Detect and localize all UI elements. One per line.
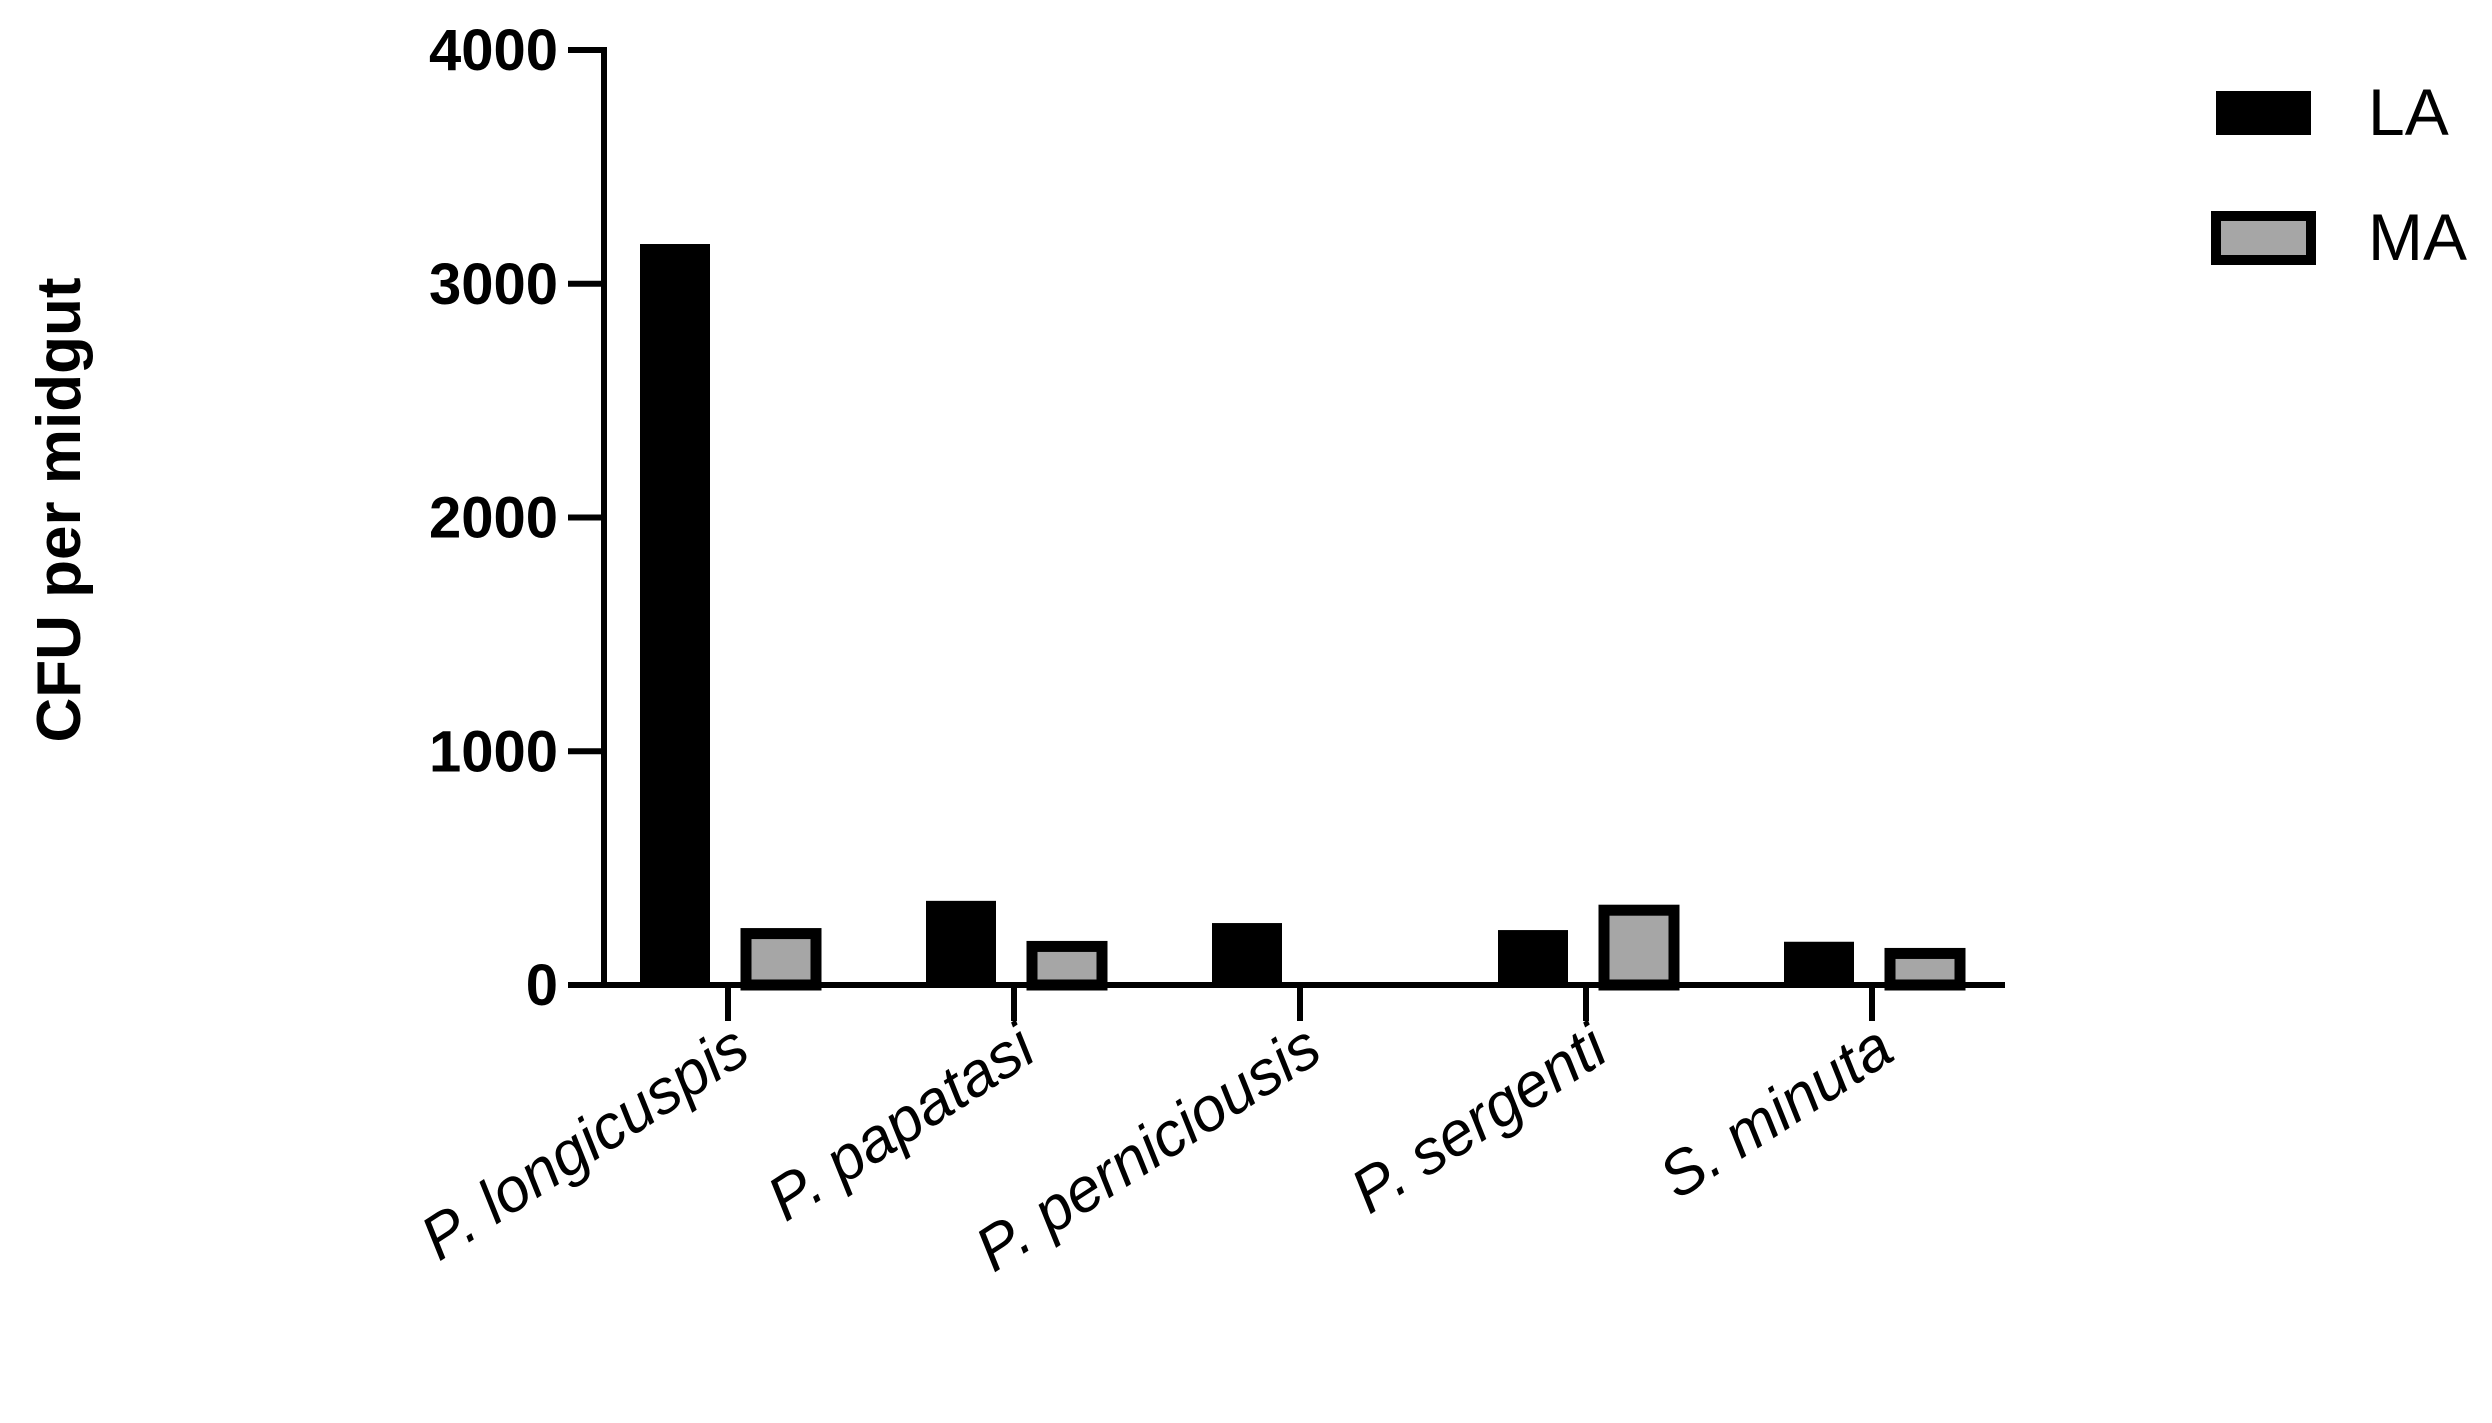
bars-group: [640, 244, 1966, 991]
y-axis-label: CFU per midgut: [25, 278, 94, 743]
legend-swatch-la: [2216, 91, 2311, 135]
bar-la-1: [926, 900, 996, 985]
x-category-label-4: S. minuta: [1647, 1012, 1904, 1213]
legend-label-ma: MA: [2368, 200, 2467, 274]
y-tick-label-4000: 4000: [429, 18, 558, 83]
legend: LA MA: [2211, 75, 2467, 274]
bar-la-3: [1498, 930, 1568, 985]
bar-ma-4: [1884, 947, 1966, 991]
x-category-label-0: P. longicuspis: [409, 1012, 761, 1274]
bar-ma-0: [740, 928, 822, 991]
x-category-label-3: P. sergenti: [1339, 1011, 1620, 1227]
bar-la-2: [1212, 923, 1282, 985]
y-tick-label-1000: 1000: [429, 719, 558, 784]
bar-la-4: [1784, 941, 1854, 985]
y-tick-label-0: 0: [526, 953, 558, 1018]
bar-la-0: [640, 244, 710, 985]
bar-ma-3: [1598, 904, 1680, 991]
y-tick-label-2000: 2000: [429, 486, 558, 551]
legend-swatch-ma: [2211, 211, 2316, 265]
y-tick-label-3000: 3000: [429, 252, 558, 317]
bar-ma-1: [1026, 940, 1108, 991]
legend-label-la: LA: [2368, 75, 2449, 149]
